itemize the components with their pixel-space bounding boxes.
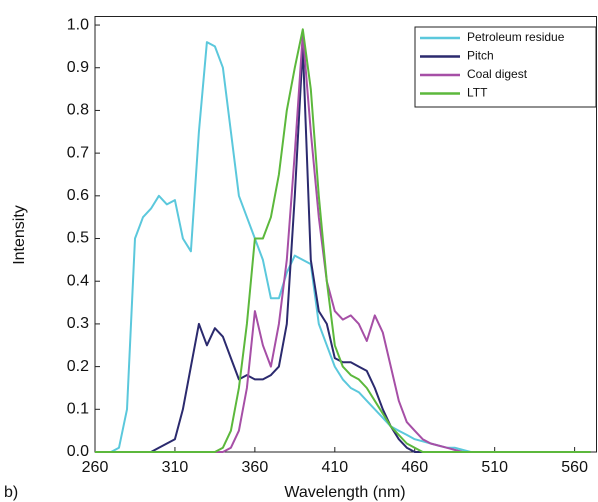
y-tick-label: 0.3: [67, 315, 89, 332]
legend-label: Pitch: [467, 49, 494, 63]
y-tick-label: 0.4: [67, 272, 89, 289]
legend-label: LTT: [467, 86, 488, 100]
plot-frame: [94, 16, 597, 453]
x-tick-label: 310: [162, 459, 189, 476]
y-tick-label: 0.9: [67, 59, 89, 76]
x-tick-label: 360: [242, 459, 269, 476]
y-tick-label: 0.5: [67, 230, 89, 247]
x-tick-label: 560: [561, 459, 588, 476]
y-tick-label: 0.7: [67, 144, 89, 161]
y-tick-label: 0.0: [67, 443, 89, 460]
x-tick-label: 510: [481, 459, 508, 476]
legend-label: Petroleum residue: [467, 30, 565, 44]
y-tick-label: 1.0: [67, 16, 89, 33]
legend: Petroleum residue Pitch Coal digest LTT: [414, 26, 597, 108]
panel-label: b): [4, 484, 18, 501]
y-tick-label: 0.1: [67, 401, 89, 418]
x-axis-label: Wavelength (nm): [284, 484, 405, 501]
series-line: [95, 28, 591, 453]
x-tick-label: 410: [321, 459, 348, 476]
y-tick-label: 0.8: [67, 102, 89, 119]
y-tick-label: 0.6: [67, 187, 89, 204]
legend-label: Coal digest: [467, 67, 528, 81]
y-tick-label: 0.2: [67, 358, 89, 375]
x-tick-label: 260: [82, 459, 109, 476]
y-axis-label: Intensity: [11, 205, 28, 265]
x-tick-label: 460: [401, 459, 428, 476]
